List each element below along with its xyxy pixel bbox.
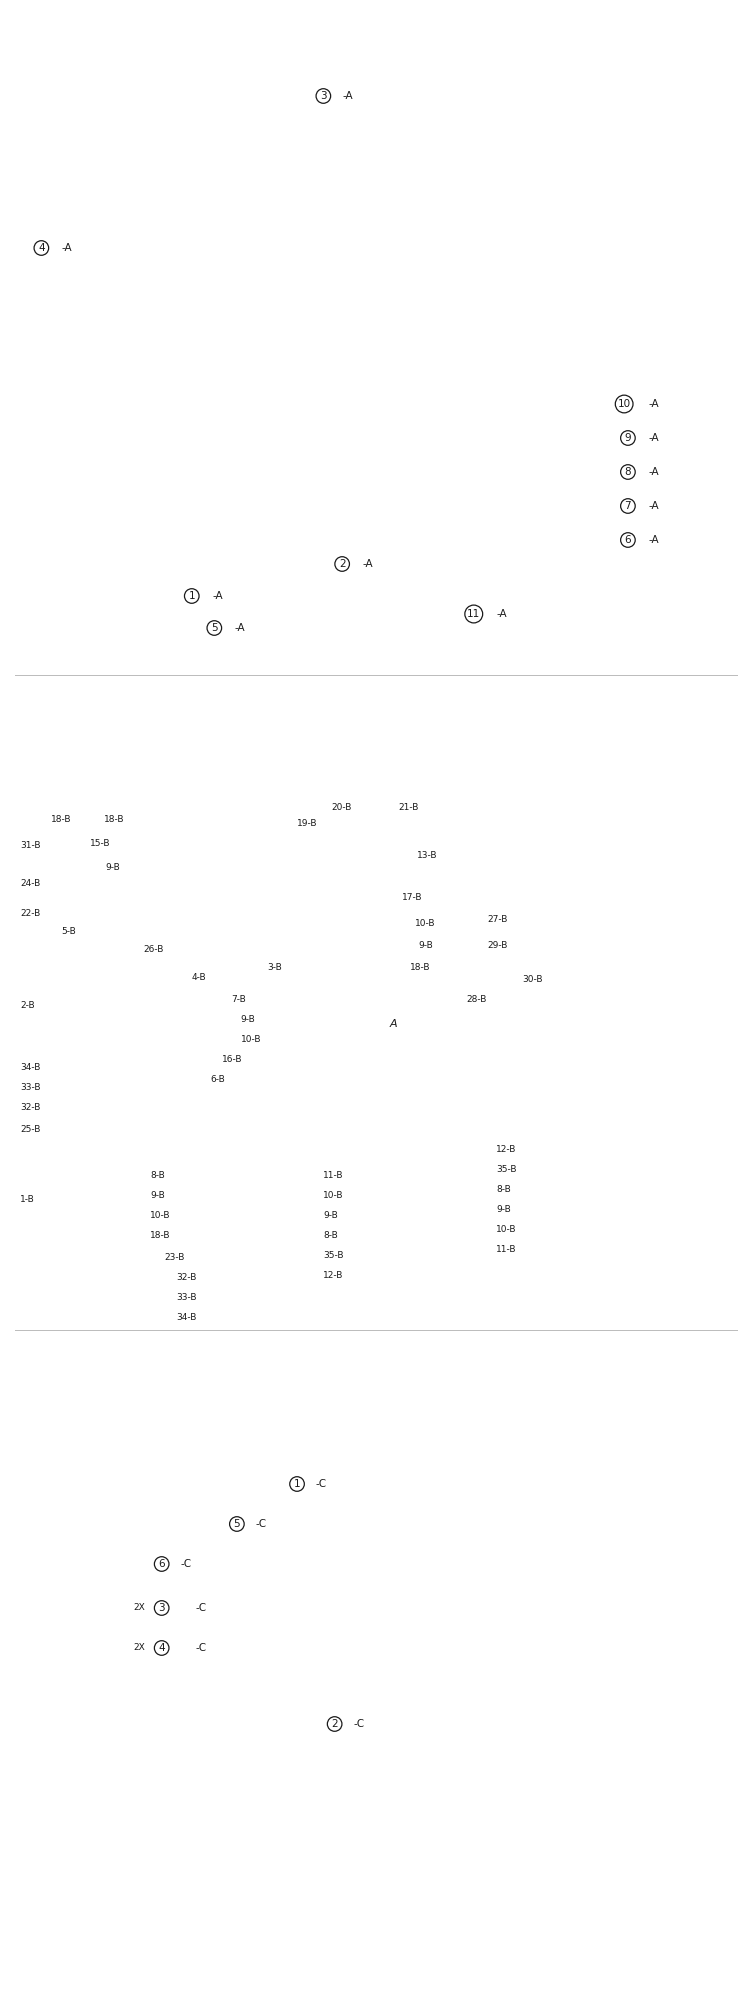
Text: -A: -A bbox=[235, 624, 245, 632]
Text: -C: -C bbox=[353, 1718, 365, 1728]
Text: 1: 1 bbox=[294, 1480, 300, 1488]
Text: 32-B: 32-B bbox=[20, 1104, 41, 1112]
Text: 7-B: 7-B bbox=[232, 996, 247, 1004]
Text: -A: -A bbox=[648, 466, 659, 476]
Text: 4-B: 4-B bbox=[192, 974, 206, 982]
Text: 24-B: 24-B bbox=[20, 880, 41, 888]
Text: 11-B: 11-B bbox=[323, 1172, 344, 1180]
Text: 9-B: 9-B bbox=[323, 1212, 338, 1220]
Text: 30-B: 30-B bbox=[523, 976, 543, 984]
Text: -C: -C bbox=[180, 1560, 192, 1568]
Text: 3: 3 bbox=[320, 90, 326, 100]
Text: 15-B: 15-B bbox=[90, 840, 111, 848]
Text: 10-B: 10-B bbox=[241, 1036, 261, 1044]
Text: 18-B: 18-B bbox=[410, 964, 430, 972]
Text: -A: -A bbox=[212, 592, 223, 600]
Text: 28-B: 28-B bbox=[466, 996, 487, 1004]
Text: 2: 2 bbox=[339, 558, 345, 568]
Text: 12-B: 12-B bbox=[496, 1146, 517, 1154]
Text: 34-B: 34-B bbox=[20, 1064, 41, 1072]
Text: 12-B: 12-B bbox=[323, 1272, 344, 1280]
Text: 20-B: 20-B bbox=[331, 804, 351, 812]
Text: 35-B: 35-B bbox=[323, 1252, 344, 1260]
Text: 7: 7 bbox=[625, 500, 631, 510]
Text: 9: 9 bbox=[625, 434, 631, 444]
Text: 5: 5 bbox=[211, 624, 217, 632]
Text: 18-B: 18-B bbox=[51, 816, 71, 824]
Text: 2X: 2X bbox=[133, 1644, 145, 1652]
Text: 10: 10 bbox=[617, 400, 631, 410]
Text: 2X: 2X bbox=[133, 1604, 145, 1612]
Text: 33-B: 33-B bbox=[177, 1294, 197, 1302]
Text: 8: 8 bbox=[625, 466, 631, 476]
Text: 25-B: 25-B bbox=[20, 1126, 41, 1134]
Text: 2-B: 2-B bbox=[20, 1002, 35, 1010]
Text: 4: 4 bbox=[159, 1644, 165, 1652]
Text: 6-B: 6-B bbox=[211, 1076, 226, 1084]
Text: 3-B: 3-B bbox=[267, 964, 282, 972]
Text: -A: -A bbox=[648, 434, 659, 444]
Text: 16-B: 16-B bbox=[222, 1056, 242, 1064]
Text: 4: 4 bbox=[38, 242, 44, 252]
Text: -A: -A bbox=[496, 608, 507, 620]
Text: 18-B: 18-B bbox=[104, 816, 124, 824]
Text: 9-B: 9-B bbox=[419, 942, 434, 950]
Text: 6: 6 bbox=[159, 1560, 165, 1568]
Text: 27-B: 27-B bbox=[487, 916, 508, 924]
Text: 10-B: 10-B bbox=[150, 1212, 171, 1220]
Text: 33-B: 33-B bbox=[20, 1084, 41, 1092]
Text: 22-B: 22-B bbox=[20, 910, 41, 918]
Text: 11-B: 11-B bbox=[496, 1246, 517, 1254]
Text: -C: -C bbox=[316, 1480, 327, 1488]
Text: -C: -C bbox=[196, 1644, 207, 1652]
Text: 19-B: 19-B bbox=[297, 820, 317, 828]
Text: 8-B: 8-B bbox=[323, 1232, 338, 1240]
Text: 8-B: 8-B bbox=[496, 1186, 511, 1194]
Text: 17-B: 17-B bbox=[402, 894, 423, 902]
Text: 6: 6 bbox=[625, 534, 631, 544]
Text: 9-B: 9-B bbox=[105, 864, 120, 872]
Text: 9-B: 9-B bbox=[241, 1016, 256, 1024]
Text: 5: 5 bbox=[234, 1520, 240, 1528]
Text: 26-B: 26-B bbox=[143, 946, 163, 954]
Text: -A: -A bbox=[342, 90, 353, 100]
Text: -A: -A bbox=[648, 500, 659, 510]
Text: 8-B: 8-B bbox=[150, 1172, 165, 1180]
Text: 10-B: 10-B bbox=[415, 920, 435, 928]
Text: 5-B: 5-B bbox=[62, 928, 77, 936]
Text: 10-B: 10-B bbox=[323, 1192, 344, 1200]
Text: 23-B: 23-B bbox=[164, 1254, 184, 1262]
Text: 9-B: 9-B bbox=[150, 1192, 165, 1200]
Text: -A: -A bbox=[362, 558, 373, 568]
Text: 2: 2 bbox=[332, 1718, 338, 1728]
Text: A: A bbox=[390, 1020, 397, 1028]
Text: -A: -A bbox=[648, 400, 659, 410]
Text: 13-B: 13-B bbox=[417, 852, 438, 860]
Text: 10-B: 10-B bbox=[496, 1226, 517, 1234]
Text: 31-B: 31-B bbox=[20, 842, 41, 850]
Text: 1-B: 1-B bbox=[20, 1196, 35, 1204]
Text: 35-B: 35-B bbox=[496, 1166, 517, 1174]
Text: 18-B: 18-B bbox=[150, 1232, 171, 1240]
Text: 32-B: 32-B bbox=[177, 1274, 197, 1282]
Text: -C: -C bbox=[196, 1604, 207, 1612]
Text: 9-B: 9-B bbox=[496, 1206, 511, 1214]
Text: 29-B: 29-B bbox=[487, 942, 508, 950]
Text: 11: 11 bbox=[467, 608, 481, 620]
Text: -A: -A bbox=[648, 534, 659, 544]
Text: 34-B: 34-B bbox=[177, 1314, 197, 1322]
Text: -C: -C bbox=[256, 1520, 267, 1528]
Text: -A: -A bbox=[62, 242, 72, 252]
Text: 1: 1 bbox=[189, 592, 195, 600]
Text: 21-B: 21-B bbox=[399, 804, 419, 812]
Text: 3: 3 bbox=[159, 1604, 165, 1612]
